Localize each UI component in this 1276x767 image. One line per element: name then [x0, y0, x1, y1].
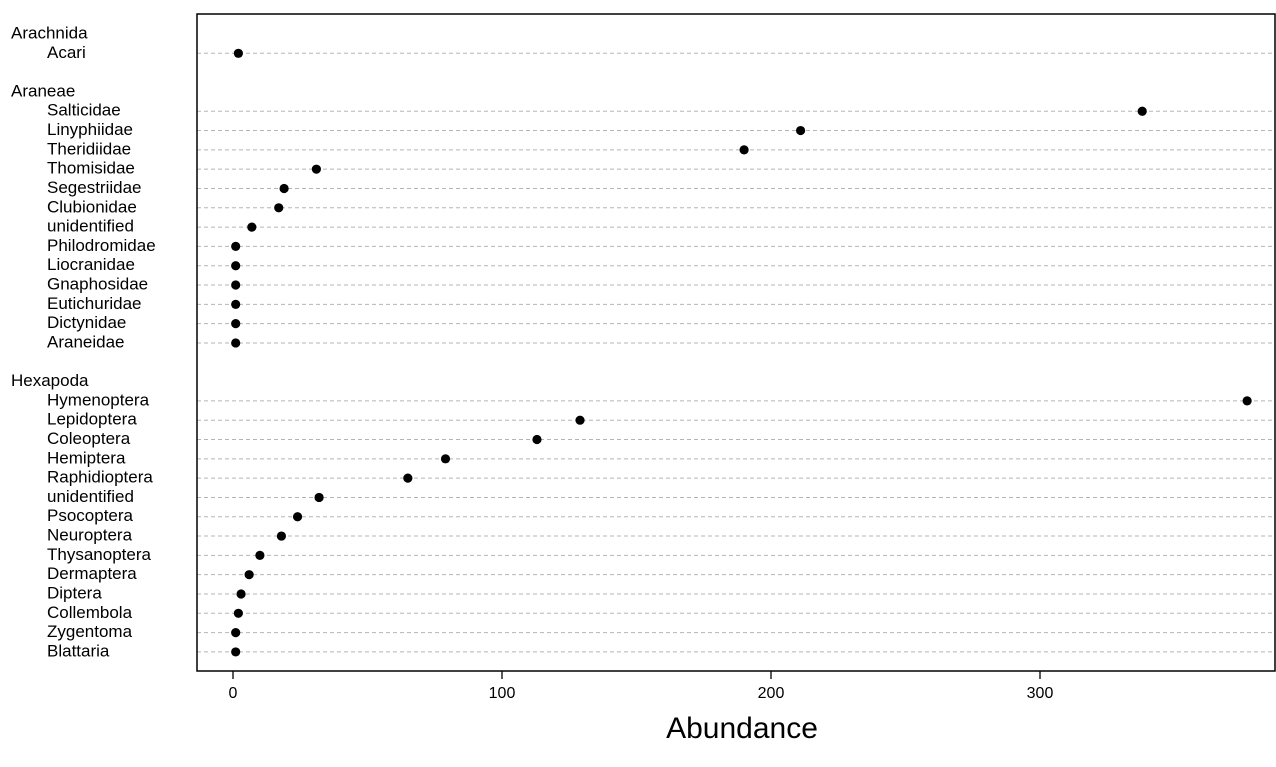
data-point	[440, 454, 451, 464]
data-point	[314, 492, 324, 503]
row-label: Araneidae	[47, 332, 125, 351]
group-label: Arachnida	[11, 23, 88, 42]
data-point	[279, 183, 289, 194]
row-label: Linyphiidae	[47, 120, 133, 139]
x-axis: 0 100 200 300	[229, 671, 1054, 702]
plot-frame	[196, 13, 1276, 672]
row-label: Hemiptera	[47, 448, 126, 467]
row-label: unidentified	[47, 217, 134, 236]
row-label: Zygentoma	[47, 622, 133, 641]
data-point	[231, 280, 241, 290]
row-label: Dictynidae	[47, 313, 126, 332]
row-label: Lepidoptera	[47, 410, 137, 429]
data-point	[1242, 396, 1252, 406]
data-point	[231, 647, 241, 657]
data-point	[1137, 106, 1147, 116]
row-label: Salticidae	[47, 101, 121, 120]
data-point	[247, 222, 257, 232]
data-point	[276, 531, 287, 541]
data-point	[236, 589, 246, 599]
data-point	[231, 628, 241, 638]
data-point	[231, 299, 241, 309]
data-point	[532, 434, 542, 445]
row-label: Gnaphosidae	[47, 275, 148, 294]
row-label: Theridiidae	[47, 139, 131, 158]
data-point	[244, 570, 254, 580]
row-label: Eutichuridae	[47, 294, 142, 313]
row-label: Blattaria	[47, 641, 110, 660]
data-point	[739, 145, 749, 155]
row-label: Clubionidae	[47, 197, 137, 216]
row-label: Philodromidae	[47, 236, 156, 255]
data-point	[795, 125, 806, 136]
group-labels-layer: Arachnida Araneae Hexapoda	[11, 23, 89, 390]
data-point	[231, 261, 241, 271]
row-label: Hymenoptera	[47, 390, 150, 409]
row-label: Thysanoptera	[47, 545, 151, 564]
x-axis-title: Abundance	[666, 712, 818, 745]
row-label: Liocranidae	[47, 255, 135, 274]
x-tick-label: 200	[758, 685, 785, 702]
x-tick-label: 300	[1027, 685, 1054, 702]
data-point	[233, 608, 243, 618]
row-label: Segestriidae	[47, 178, 142, 197]
row-label: Thomisidae	[47, 159, 135, 178]
group-label: Araneae	[11, 81, 75, 100]
data-point	[231, 319, 241, 329]
row-label: unidentified	[47, 487, 134, 506]
row-label: Collembola	[47, 603, 133, 622]
row-label: Psocoptera	[47, 506, 134, 525]
data-point	[231, 338, 241, 348]
data-point	[231, 241, 241, 252]
data-point	[292, 512, 303, 522]
row-label: Acari	[47, 43, 86, 62]
x-tick-label: 0	[229, 685, 238, 702]
data-point	[233, 48, 243, 58]
data-point	[274, 203, 284, 213]
data-point	[311, 164, 321, 174]
row-label: Neuroptera	[47, 526, 133, 545]
data-point	[575, 415, 585, 425]
group-label: Hexapoda	[11, 371, 89, 390]
row-label: Raphidioptera	[47, 468, 153, 487]
data-point	[403, 473, 413, 483]
rows-layer: Acari SalticidaeLinyphiidaeTheridiidaeTho…	[47, 43, 1275, 660]
row-label: Dermaptera	[47, 564, 137, 583]
data-point	[255, 550, 265, 560]
row-label: Coleoptera	[47, 429, 131, 448]
x-tick-label: 100	[489, 685, 516, 702]
row-label: Diptera	[47, 583, 102, 602]
